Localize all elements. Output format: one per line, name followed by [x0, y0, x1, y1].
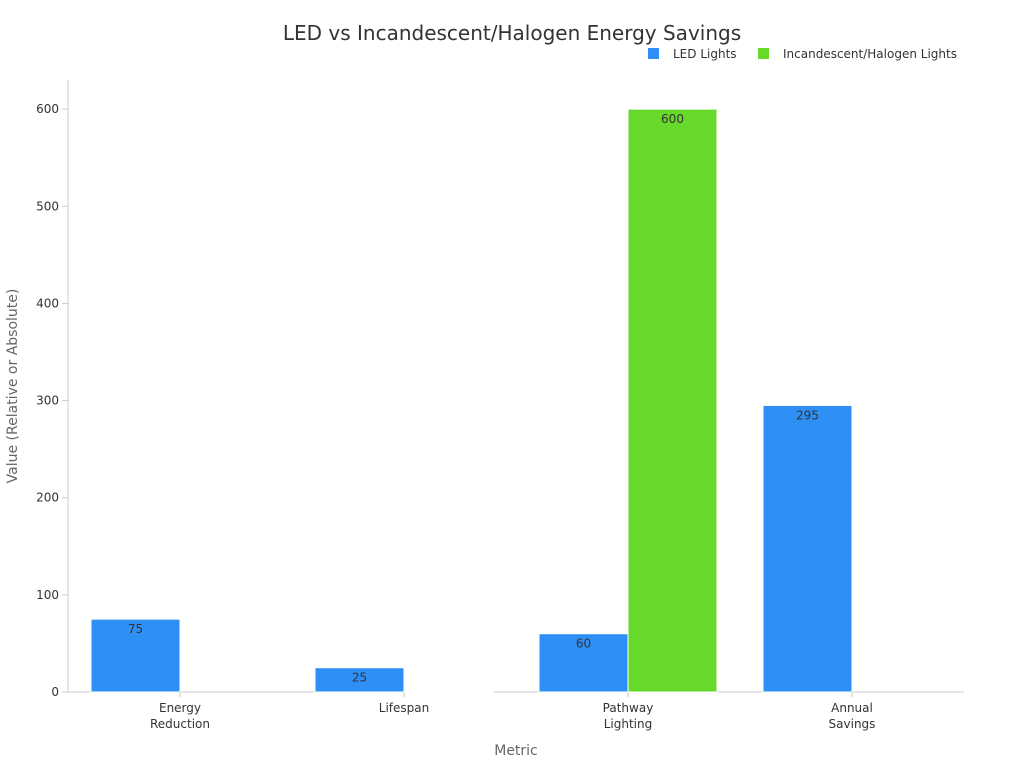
x-tick-label: Pathway [603, 701, 654, 715]
y-tick-label: 200 [36, 491, 59, 505]
data-label: 25 [352, 671, 367, 685]
y-axis-title: Value (Relative or Absolute) [5, 289, 21, 484]
x-tick-label: Energy [159, 701, 201, 715]
x-axis-labels: Energy Reduction Lifespan Pathway Lighting An… [150, 692, 875, 731]
legend: LED Lights Incandescent/Halogen Lights [648, 47, 957, 61]
x-tick-label: Reduction [150, 717, 210, 731]
data-label: 75 [128, 622, 143, 636]
y-tick-label: 400 [36, 296, 59, 310]
y-tick-label: 300 [36, 394, 59, 408]
y-axis-ticks: 0 100 200 300 400 500 600 [36, 102, 68, 699]
bar-incandescent-1 [403, 690, 494, 693]
y-tick-label: 100 [36, 588, 59, 602]
legend-label: LED Lights [673, 47, 737, 61]
bar-led-3 [762, 404, 853, 693]
y-tick-label: 600 [36, 102, 59, 116]
data-label: 600 [661, 112, 684, 126]
bar-incandescent-2 [627, 108, 718, 693]
x-tick-label: Annual [831, 701, 873, 715]
data-label: 295 [796, 408, 819, 422]
x-axis-title: Metric [494, 743, 538, 759]
x-tick-label: Lighting [604, 717, 653, 731]
x-tick-label: Lifespan [379, 701, 429, 715]
x-tick-label: Savings [829, 717, 876, 731]
bars [90, 108, 853, 693]
chart-title: LED vs Incandescent/Halogen Energy Savin… [283, 21, 741, 45]
bar-led-1 [314, 667, 405, 693]
legend-swatch [758, 48, 769, 59]
bar-led-2 [538, 633, 629, 693]
data-labels: 75 25 60 600 295 [128, 112, 819, 685]
legend-swatch [648, 48, 659, 59]
bar-led-0 [90, 618, 181, 693]
y-tick-label: 500 [36, 199, 59, 213]
y-tick-label: 0 [51, 685, 59, 699]
data-label: 60 [576, 637, 591, 651]
legend-label: Incandescent/Halogen Lights [783, 47, 957, 61]
